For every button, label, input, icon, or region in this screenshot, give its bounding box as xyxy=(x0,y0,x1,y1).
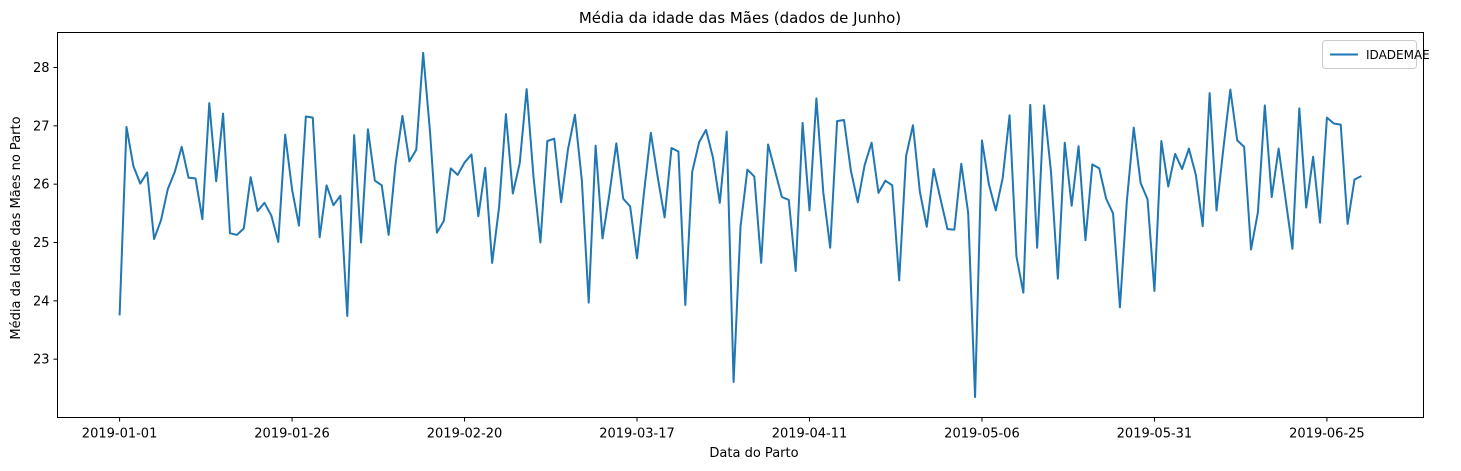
x-tick-label: 2019-04-11 xyxy=(772,427,848,442)
series-layer xyxy=(118,51,1362,399)
y-tick-label: 23 xyxy=(33,353,50,368)
y-tick-label: 25 xyxy=(33,236,50,251)
x-axis-title: Data do Parto xyxy=(709,446,798,461)
legend: IDADEMAE xyxy=(1322,40,1430,69)
y-tick-label: 27 xyxy=(33,119,50,134)
x-tick-label: 2019-05-31 xyxy=(1117,427,1193,442)
chart-title: Média da idade das Mães (dados de Junho) xyxy=(579,9,901,27)
y-tick-label: 28 xyxy=(33,61,50,76)
y-axis-title: Média da Idade das Mães no Parto xyxy=(9,116,24,339)
x-tick-label: 2019-06-25 xyxy=(1289,427,1365,442)
y-axis: 23 24 25 26 27 28 xyxy=(33,61,58,368)
plot-frame xyxy=(57,32,1424,418)
x-tick-label: 2019-01-01 xyxy=(82,427,158,442)
x-tick-label: 2019-01-26 xyxy=(254,427,330,442)
y-tick-label: 24 xyxy=(33,294,50,309)
x-tick-label: 2019-03-17 xyxy=(599,427,675,442)
x-tick-label: 2019-02-20 xyxy=(427,427,503,442)
series-line-idademae xyxy=(118,51,1362,399)
x-axis: 2019-01-01 2019-01-26 2019-02-20 2019-03-17… xyxy=(82,417,1365,442)
plot-area: 2019-01-01 2019-01-26 2019-02-20 2019-03-17… xyxy=(33,32,1424,442)
y-tick-label: 26 xyxy=(33,178,50,193)
legend-box xyxy=(1322,40,1417,69)
legend-label: IDADEMAE xyxy=(1366,48,1430,62)
x-tick-label: 2019-05-06 xyxy=(944,427,1020,442)
